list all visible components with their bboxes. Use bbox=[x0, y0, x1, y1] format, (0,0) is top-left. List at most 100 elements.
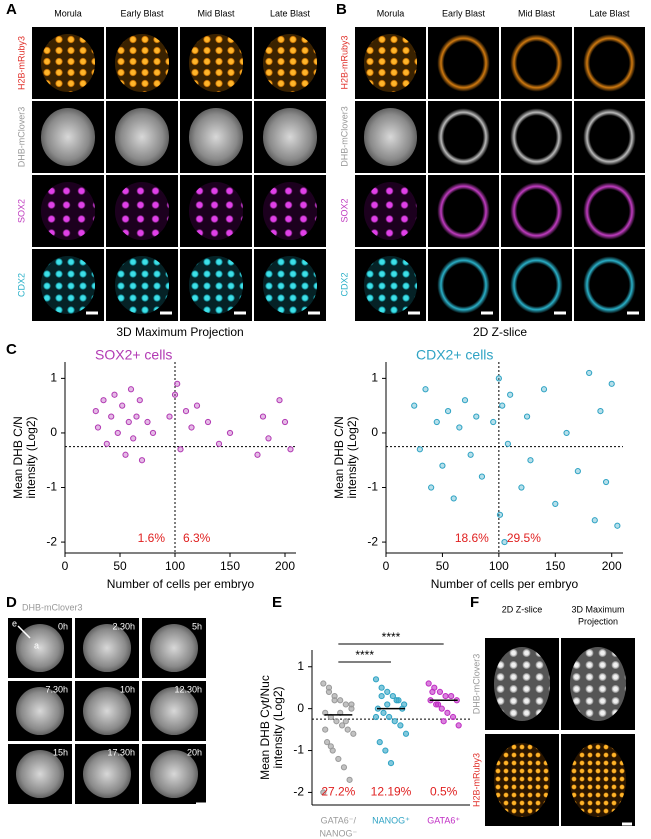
embryo bbox=[582, 256, 637, 314]
micrograph bbox=[75, 744, 139, 804]
micrograph bbox=[8, 618, 72, 678]
micrograph bbox=[485, 638, 559, 730]
embryo bbox=[188, 108, 244, 166]
point bbox=[507, 391, 514, 398]
column-label: Early Blast bbox=[120, 8, 164, 18]
embryo bbox=[82, 624, 132, 672]
point bbox=[342, 701, 349, 708]
embryo bbox=[436, 256, 491, 314]
embryo bbox=[114, 34, 170, 92]
embryo bbox=[262, 182, 318, 240]
point bbox=[499, 402, 506, 409]
point bbox=[144, 418, 151, 426]
micrograph bbox=[428, 249, 499, 321]
annotation: 18.6% bbox=[455, 531, 489, 545]
micrograph bbox=[355, 175, 426, 247]
point bbox=[325, 684, 333, 691]
micrograph bbox=[485, 734, 559, 826]
column-label: Mid Blast bbox=[518, 8, 556, 18]
micrograph bbox=[180, 101, 252, 173]
point bbox=[428, 484, 435, 491]
category-label: NANOG⁻ bbox=[319, 828, 357, 838]
y-axis-label: Mean DHB C/N bbox=[332, 416, 346, 499]
point bbox=[496, 511, 504, 518]
point bbox=[490, 418, 497, 426]
point bbox=[320, 789, 327, 796]
micrograph bbox=[428, 175, 499, 247]
point bbox=[402, 730, 410, 737]
embryo bbox=[262, 108, 318, 166]
point bbox=[372, 713, 380, 721]
point bbox=[348, 701, 355, 708]
x-tick-label: 200 bbox=[275, 559, 295, 573]
micrograph bbox=[142, 618, 206, 678]
point bbox=[495, 375, 502, 382]
point bbox=[387, 760, 395, 767]
micrograph bbox=[501, 101, 572, 173]
embryo bbox=[363, 34, 418, 92]
column-label: Late Blast bbox=[589, 8, 630, 18]
point bbox=[281, 418, 289, 426]
point bbox=[438, 705, 445, 712]
point bbox=[182, 408, 190, 415]
embryo bbox=[493, 647, 551, 721]
column-label: 3D Maximum bbox=[571, 604, 624, 614]
point bbox=[478, 473, 486, 480]
embryo bbox=[188, 256, 244, 314]
embryo bbox=[436, 34, 491, 92]
point bbox=[473, 413, 480, 420]
annotation: 1.6% bbox=[138, 531, 166, 545]
embryo bbox=[149, 687, 199, 735]
row-label: DHB-mClover3 bbox=[339, 106, 349, 167]
x-axis-label: Number of cells per embryo bbox=[431, 577, 579, 591]
point bbox=[125, 418, 132, 426]
y-tick-label: 1 bbox=[50, 371, 57, 385]
x-tick-label: 100 bbox=[489, 559, 509, 573]
point bbox=[149, 429, 157, 437]
embryo bbox=[40, 182, 96, 240]
x-tick-label: 50 bbox=[113, 559, 127, 573]
y-axis-label: intensity (Log2) bbox=[271, 686, 285, 768]
panel-letter: A bbox=[6, 1, 17, 18]
point bbox=[501, 538, 508, 546]
y-tick-label: 0 bbox=[297, 701, 304, 715]
point bbox=[331, 697, 338, 704]
annotation: 12.19% bbox=[371, 785, 412, 799]
embryo bbox=[40, 256, 96, 314]
micrograph bbox=[561, 638, 635, 730]
point bbox=[391, 718, 398, 725]
embryo bbox=[436, 108, 491, 166]
column-label: Mid Blast bbox=[197, 8, 235, 18]
micrograph bbox=[254, 101, 326, 173]
row-label: CDX2 bbox=[339, 272, 349, 296]
point bbox=[591, 517, 598, 524]
point bbox=[114, 429, 121, 437]
time-label: 5h bbox=[192, 621, 202, 631]
y-tick-label: 1 bbox=[371, 371, 378, 385]
micrograph bbox=[501, 27, 572, 99]
point bbox=[188, 424, 195, 431]
axis-marker: a bbox=[34, 640, 39, 650]
point bbox=[130, 435, 137, 442]
micrograph bbox=[574, 101, 645, 173]
embryo bbox=[114, 182, 170, 240]
embryo bbox=[149, 750, 199, 798]
micrograph bbox=[355, 27, 426, 99]
annotation: 6.3% bbox=[183, 531, 211, 545]
micrograph bbox=[254, 175, 326, 247]
panel-letter: E bbox=[272, 594, 282, 611]
time-label: 2.30h bbox=[112, 621, 135, 631]
point bbox=[344, 726, 351, 733]
y-tick-label: -1 bbox=[367, 480, 378, 494]
point bbox=[111, 391, 118, 398]
point bbox=[378, 692, 385, 700]
point bbox=[265, 435, 272, 442]
point bbox=[467, 451, 474, 458]
micrograph bbox=[501, 249, 572, 321]
time-label: 15h bbox=[53, 747, 68, 757]
point bbox=[518, 484, 525, 491]
point bbox=[523, 413, 531, 420]
column-label: Projection bbox=[578, 616, 618, 626]
point bbox=[563, 429, 570, 437]
point bbox=[425, 680, 432, 687]
